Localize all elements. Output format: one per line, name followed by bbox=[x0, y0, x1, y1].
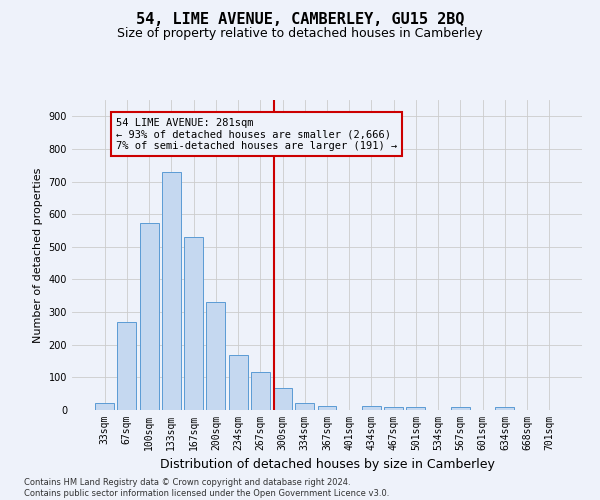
Bar bbox=[118, 322, 136, 410]
Text: Contains HM Land Registry data © Crown copyright and database right 2024.
Contai: Contains HM Land Registry data © Crown c… bbox=[24, 478, 389, 498]
Bar bbox=[295, 404, 314, 410]
Bar bbox=[184, 237, 203, 410]
Bar bbox=[95, 403, 114, 410]
X-axis label: Distribution of detached houses by size in Camberley: Distribution of detached houses by size … bbox=[160, 458, 494, 471]
Bar bbox=[362, 406, 381, 410]
Bar bbox=[384, 408, 403, 410]
Bar bbox=[162, 172, 181, 410]
Bar bbox=[229, 355, 248, 410]
Bar bbox=[251, 372, 270, 410]
Text: 54 LIME AVENUE: 281sqm
← 93% of detached houses are smaller (2,666)
7% of semi-d: 54 LIME AVENUE: 281sqm ← 93% of detached… bbox=[116, 118, 397, 151]
Text: 54, LIME AVENUE, CAMBERLEY, GU15 2BQ: 54, LIME AVENUE, CAMBERLEY, GU15 2BQ bbox=[136, 12, 464, 28]
Bar bbox=[140, 224, 158, 410]
Y-axis label: Number of detached properties: Number of detached properties bbox=[33, 168, 43, 342]
Text: Size of property relative to detached houses in Camberley: Size of property relative to detached ho… bbox=[117, 28, 483, 40]
Bar bbox=[451, 408, 470, 410]
Bar bbox=[206, 302, 225, 410]
Bar bbox=[273, 388, 292, 410]
Bar bbox=[496, 408, 514, 410]
Bar bbox=[317, 406, 337, 410]
Bar bbox=[406, 408, 425, 410]
